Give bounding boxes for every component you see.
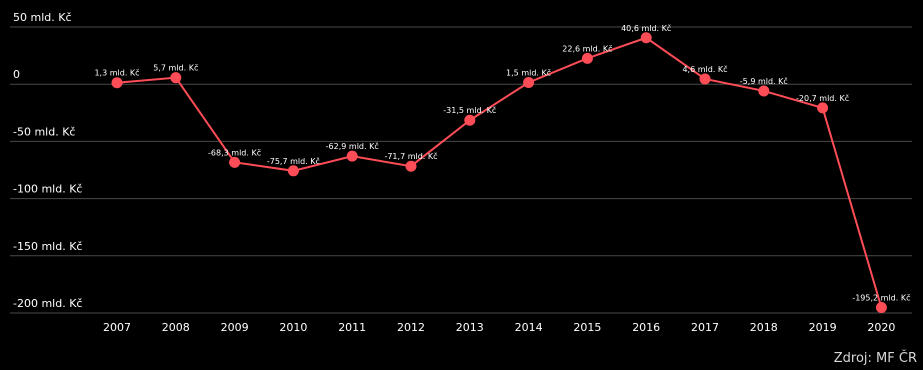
x-tick-label: 2020	[867, 321, 895, 334]
y-tick-label: -200 mld. Kč	[13, 297, 82, 310]
y-tick-label: 50 mld. Kč	[13, 11, 72, 24]
data-point	[111, 77, 123, 89]
y-tick-label: -50 mld. Kč	[13, 125, 75, 138]
data-points	[111, 32, 887, 314]
grid-lines	[10, 26, 912, 314]
data-label: -20,7 mld. Kč	[796, 93, 849, 103]
data-label: -62,9 mld. Kč	[326, 141, 379, 151]
data-label: 40,6 mld. Kč	[621, 23, 671, 33]
x-tick-label: 2019	[809, 321, 837, 334]
data-label: -71,7 mld. Kč	[384, 151, 437, 161]
x-tick-label: 2012	[397, 321, 425, 334]
y-tick-label: -100 mld. Kč	[13, 183, 82, 196]
data-point	[758, 85, 770, 97]
x-tick-label: 2018	[750, 321, 778, 334]
data-point	[817, 102, 829, 114]
x-tick-label: 2016	[632, 321, 660, 334]
x-tick-label: 2009	[221, 321, 249, 334]
data-label: -75,7 mld. Kč	[267, 156, 320, 166]
y-tick-label: -150 mld. Kč	[13, 240, 82, 253]
x-tick-label: 2011	[338, 321, 366, 334]
data-label: -31,5 mld. Kč	[443, 105, 496, 115]
data-label: -5,9 mld. Kč	[740, 76, 788, 86]
data-point	[464, 114, 476, 126]
x-tick-label: 2017	[691, 321, 719, 334]
data-label: -68,3 mld. Kč	[208, 147, 261, 157]
series-polyline	[116, 36, 883, 308]
x-tick-label: 2008	[162, 321, 190, 334]
data-point	[640, 32, 652, 44]
y-axis-labels: 50 mld. Kč 0 -50 mld. Kč -100 mld. Kč -150 m…	[13, 11, 82, 310]
data-point	[581, 52, 593, 64]
data-point	[229, 156, 241, 168]
data-point	[699, 73, 711, 85]
series-line	[116, 36, 883, 308]
x-tick-label: 2015	[573, 321, 601, 334]
data-point	[523, 76, 535, 88]
data-point	[405, 160, 417, 172]
data-label: 1,5 mld. Kč	[506, 67, 551, 77]
data-labels: 1,3 mld. Kč 5,7 mld. Kč -68,3 mld. Kč -75,7…	[94, 23, 910, 303]
data-label: 4,6 mld. Kč	[682, 64, 727, 74]
data-point	[170, 72, 182, 84]
data-label: -195,2 mld. Kč	[852, 293, 910, 303]
data-point	[875, 302, 887, 314]
y-tick-label: 0	[13, 68, 20, 81]
source-label: Zdroj: MF ČR	[833, 351, 917, 366]
x-tick-label: 2013	[456, 321, 484, 334]
x-tick-label: 2007	[103, 321, 131, 334]
x-tick-label: 2014	[515, 321, 543, 334]
data-point	[346, 150, 358, 162]
data-label: 22,6 mld. Kč	[562, 43, 612, 53]
data-label: 5,7 mld. Kč	[153, 63, 198, 73]
data-label: 1,3 mld. Kč	[94, 68, 139, 78]
x-tick-label: 2010	[279, 321, 307, 334]
x-axis-labels: 2007 2008 2009 2010 2011 2012 2013 2014 2015 2016…	[103, 321, 895, 334]
data-point	[287, 165, 299, 177]
